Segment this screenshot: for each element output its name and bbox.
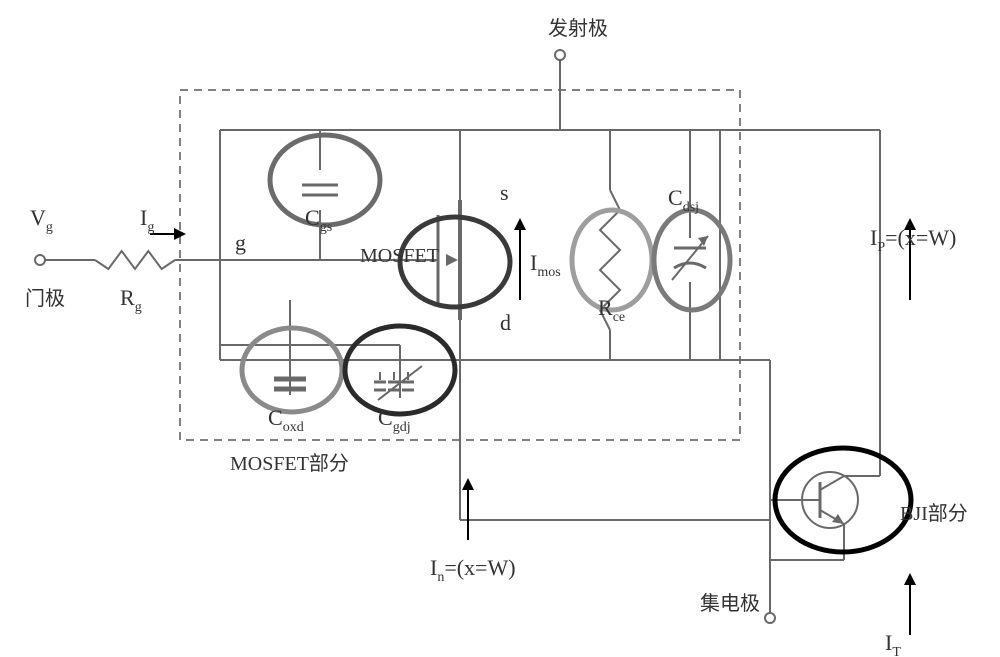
label-rce: Rce	[598, 295, 625, 325]
label-mosfet-part: MOSFET部分	[230, 452, 349, 475]
label-collector-cn: 集电极	[700, 592, 760, 615]
label-imos: Imos	[530, 250, 561, 280]
label-ig: Ig	[140, 205, 154, 235]
highlight-cgs	[270, 135, 380, 225]
label-d: d	[500, 310, 511, 335]
label-emitter-cn: 发射极	[548, 17, 608, 40]
label-vg: Vg	[30, 205, 53, 235]
highlight-cdsj	[654, 210, 730, 310]
circuit-diagram: 发射极Vg门极RgIggCgsMOSFETsdImosRceCdsjCoxdCg…	[0, 0, 1000, 657]
label-cgdj: Cgdj	[378, 405, 411, 435]
label-cdsj: Cdsj	[668, 185, 699, 215]
label-it: IT	[885, 630, 901, 657]
label-ip: IP=(x=W)	[870, 225, 956, 255]
resistor-rg	[95, 251, 175, 269]
highlight-coxd	[242, 328, 342, 412]
label-mosfet: MOSFET	[360, 245, 439, 267]
label-s: s	[500, 180, 509, 205]
label-cgs: Cgs	[305, 205, 332, 235]
label-in: In=(x=W)	[430, 555, 516, 585]
label-bji-part: BJI部分	[900, 502, 968, 525]
label-rg: Rg	[120, 285, 142, 315]
label-gate-cn: 门极	[25, 287, 65, 310]
label-g-node: g	[235, 230, 246, 255]
